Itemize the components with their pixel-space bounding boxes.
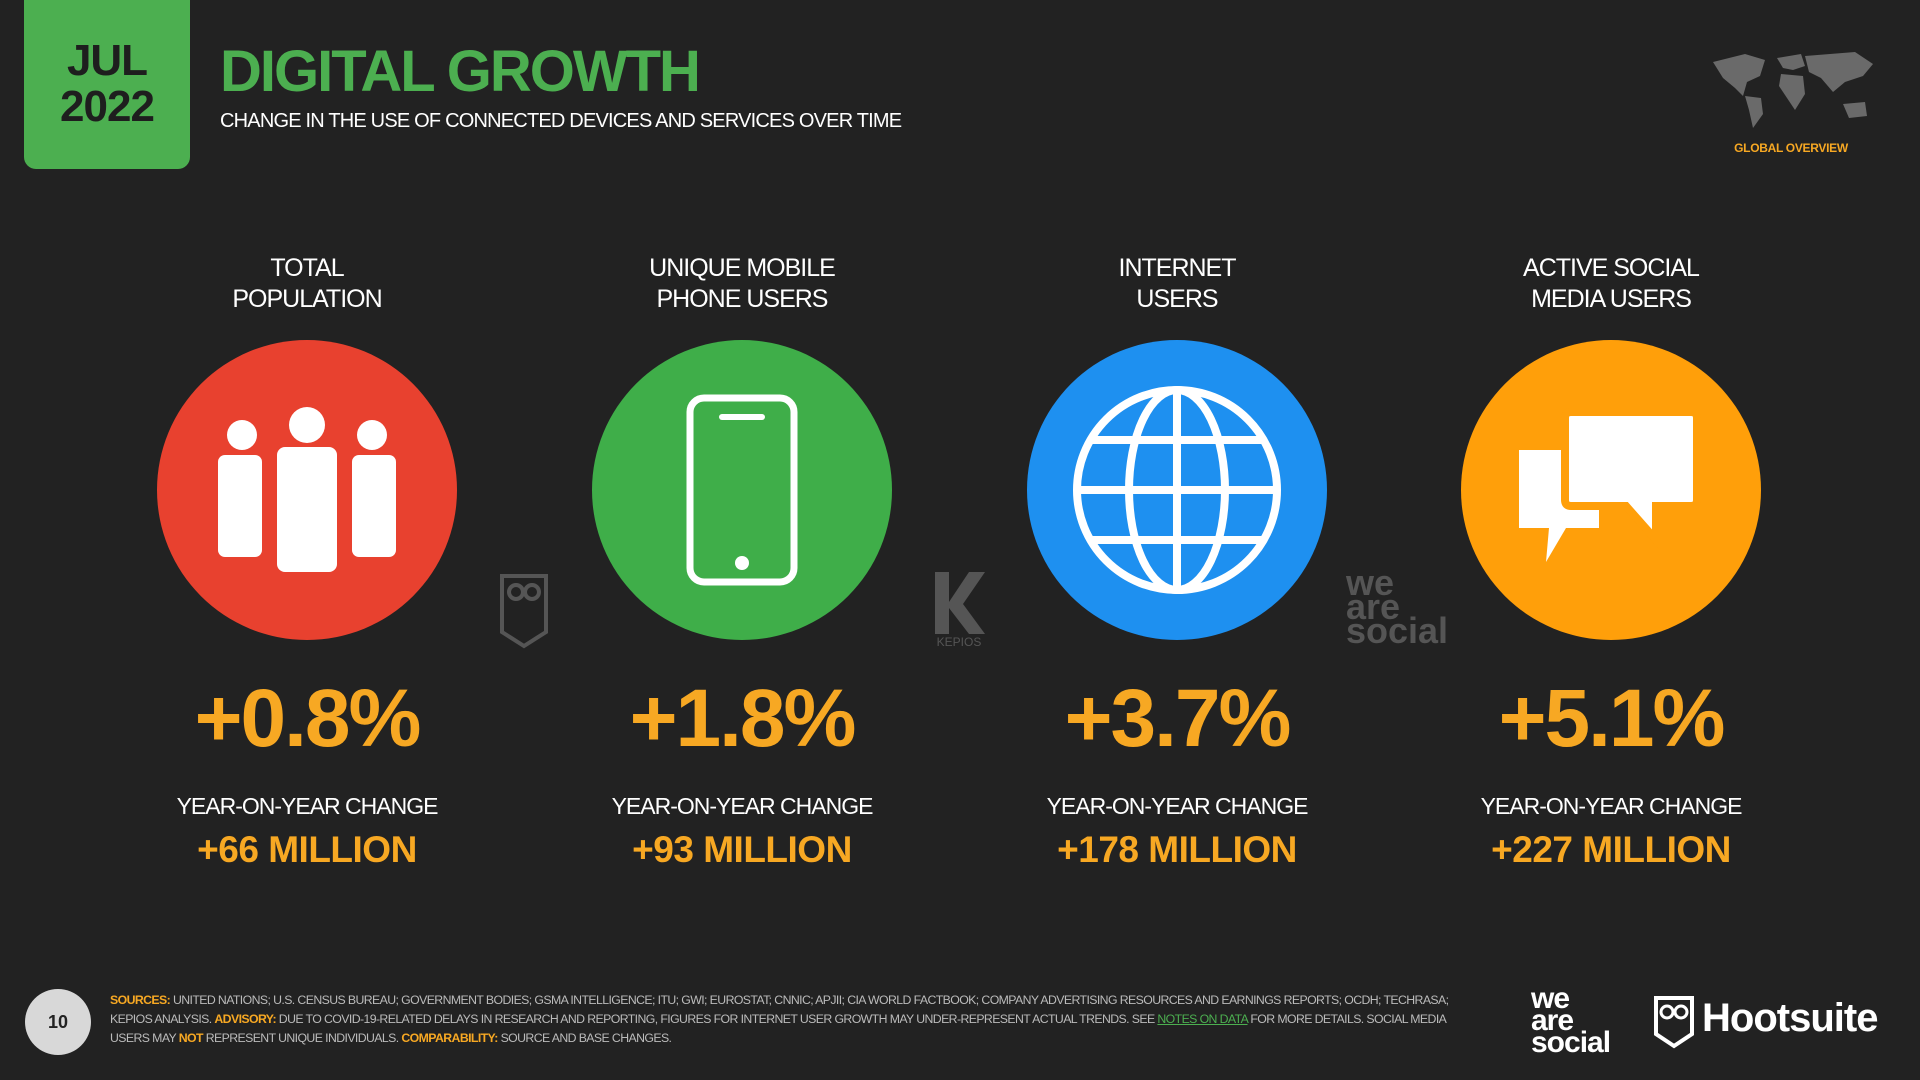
logo-line: social	[1531, 1026, 1611, 1059]
date-year: 2022	[60, 82, 155, 131]
was-watermark-line: social	[1346, 610, 1448, 650]
badge: GLOBAL OVERVIEW	[1734, 141, 1848, 155]
date-box: JUL 2022	[24, 0, 190, 169]
card-label: UNIQUE MOBILE	[649, 254, 836, 282]
change-absolute: +227 MILLION	[1491, 829, 1731, 870]
change-label: YEAR-ON-YEAR CHANGE	[176, 793, 439, 819]
sources-label: SOURCES:	[110, 993, 171, 1007]
logo-line: are	[1531, 1004, 1574, 1037]
card-label: PHONE USERS	[656, 285, 829, 313]
was-watermark: we are social	[1345, 562, 1448, 650]
change-label: YEAR-ON-YEAR CHANGE	[1046, 793, 1309, 819]
advisory: FOR MORE DETAILS. SOCIAL MEDIA USERS MAY	[110, 1012, 1446, 1045]
comparability: SOURCE AND BASE CHANGES.	[500, 1031, 672, 1045]
mobile-icon	[592, 340, 892, 640]
card-label: TOTAL	[270, 254, 344, 282]
change-percent: +3.7%	[1064, 673, 1292, 764]
world-map	[1713, 52, 1873, 128]
subtitle: CHANGE IN THE USE OF CONNECTED DEVICES A…	[220, 110, 902, 132]
owl-watermark	[500, 574, 548, 649]
advisory-label: ADVISORY:	[214, 1012, 276, 1026]
date-month: JUL	[66, 36, 148, 85]
card-label: POPULATION	[232, 285, 382, 313]
hootsuite-owl	[1654, 996, 1694, 1049]
comparability-label: COMPARABILITY:	[401, 1031, 498, 1045]
kepios-watermark-text: KEPIOS	[937, 635, 982, 649]
social-icon	[1461, 340, 1761, 640]
footer-notes: SOURCES: UNITED NATIONS; U.S. CENSUS BUR…	[110, 991, 1470, 1048]
advisory: REPRESENT UNIQUE INDIVIDUALS.	[205, 1031, 399, 1045]
hootsuite-logo: Hootsuite	[1702, 996, 1878, 1040]
icons: KEPIOS we are social	[157, 340, 1761, 650]
internet-icon	[1027, 340, 1327, 640]
card-label: INTERNET	[1118, 254, 1237, 282]
card-label: USERS	[1136, 285, 1218, 313]
logo-line: we	[1531, 982, 1570, 1015]
page-number: 10	[25, 989, 91, 1055]
not: NOT	[178, 1031, 204, 1045]
advisory: DUE TO COVID-19-RELATED DELAYS IN RESEAR…	[278, 1012, 1155, 1026]
was-watermark-line: are	[1346, 586, 1400, 627]
change-absolute: +93 MILLION	[632, 829, 852, 870]
sources: UNITED NATIONS; U.S. CENSUS BUREAU; GOVE…	[110, 993, 1449, 1026]
we-are-social-logo: we are social	[1531, 982, 1611, 1059]
title: DIGITAL GROWTH	[220, 39, 701, 104]
change-absolute: +66 MILLION	[197, 829, 417, 870]
was-watermark-line: we	[1345, 562, 1394, 603]
notes-link[interactable]: NOTES ON DATA	[1157, 1012, 1248, 1026]
kepios-watermark	[935, 572, 985, 634]
population-icon	[157, 340, 457, 640]
change-percent: +1.8%	[629, 673, 857, 764]
change-percent: +0.8%	[194, 673, 422, 764]
card-label: MEDIA USERS	[1531, 285, 1692, 313]
change-label: YEAR-ON-YEAR CHANGE	[611, 793, 874, 819]
card-label: ACTIVE SOCIAL	[1523, 254, 1700, 282]
change-percent: +5.1%	[1498, 673, 1726, 764]
change-label: YEAR-ON-YEAR CHANGE	[1480, 793, 1743, 819]
change-absolute: +178 MILLION	[1057, 829, 1297, 870]
